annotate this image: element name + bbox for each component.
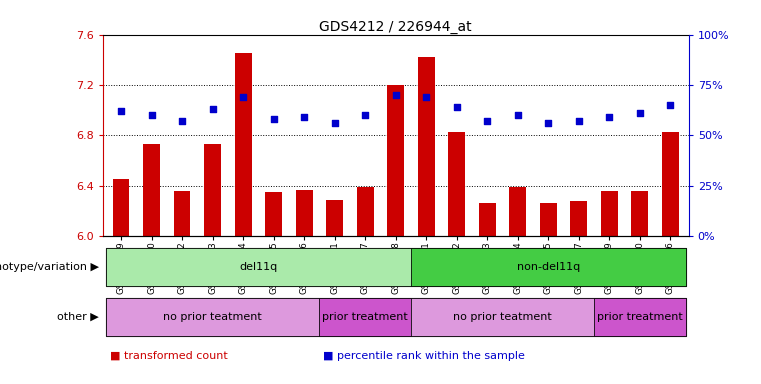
Point	[268, 116, 280, 122]
Bar	[266, 192, 282, 236]
Point	[237, 94, 249, 100]
Bar	[387, 85, 404, 236]
Point	[298, 114, 310, 120]
Point	[664, 102, 677, 108]
Title: GDS4212 / 226944_at: GDS4212 / 226944_at	[320, 20, 472, 33]
Bar	[320, 298, 411, 336]
Text: del11q: del11q	[239, 262, 278, 272]
Point	[603, 114, 616, 120]
Bar	[204, 144, 221, 236]
Bar	[326, 200, 343, 236]
Point	[359, 112, 371, 118]
Bar	[571, 201, 587, 236]
Bar	[509, 187, 526, 236]
Bar	[411, 298, 594, 336]
Bar	[632, 191, 648, 236]
Point	[573, 118, 585, 124]
Bar	[594, 298, 686, 336]
Bar	[296, 190, 313, 236]
Point	[634, 110, 646, 116]
Text: prior treatment: prior treatment	[323, 312, 408, 322]
Bar	[540, 204, 557, 236]
Point	[176, 118, 188, 124]
Point	[145, 112, 158, 118]
Bar	[106, 298, 320, 336]
Bar	[479, 204, 495, 236]
Bar	[418, 57, 435, 236]
Point	[329, 120, 341, 126]
Bar	[411, 248, 686, 286]
Text: no prior teatment: no prior teatment	[163, 312, 262, 322]
Point	[511, 112, 524, 118]
Text: genotype/variation ▶: genotype/variation ▶	[0, 262, 99, 272]
Bar	[234, 53, 252, 236]
Point	[390, 92, 402, 98]
Point	[115, 108, 127, 114]
Point	[420, 94, 432, 100]
Point	[481, 118, 493, 124]
Text: prior treatment: prior treatment	[597, 312, 683, 322]
Text: no prior teatment: no prior teatment	[453, 312, 552, 322]
Bar	[448, 132, 465, 236]
Bar	[106, 248, 411, 286]
Bar	[662, 132, 679, 236]
Bar	[174, 191, 190, 236]
Point	[451, 104, 463, 110]
Text: ■ percentile rank within the sample: ■ percentile rank within the sample	[323, 351, 525, 361]
Text: non-del11q: non-del11q	[517, 262, 580, 272]
Bar	[143, 144, 160, 236]
Bar	[113, 179, 129, 236]
Text: ■ transformed count: ■ transformed count	[110, 351, 228, 361]
Text: other ▶: other ▶	[57, 312, 99, 322]
Bar	[357, 187, 374, 236]
Point	[206, 106, 218, 112]
Bar	[601, 191, 618, 236]
Point	[543, 120, 555, 126]
